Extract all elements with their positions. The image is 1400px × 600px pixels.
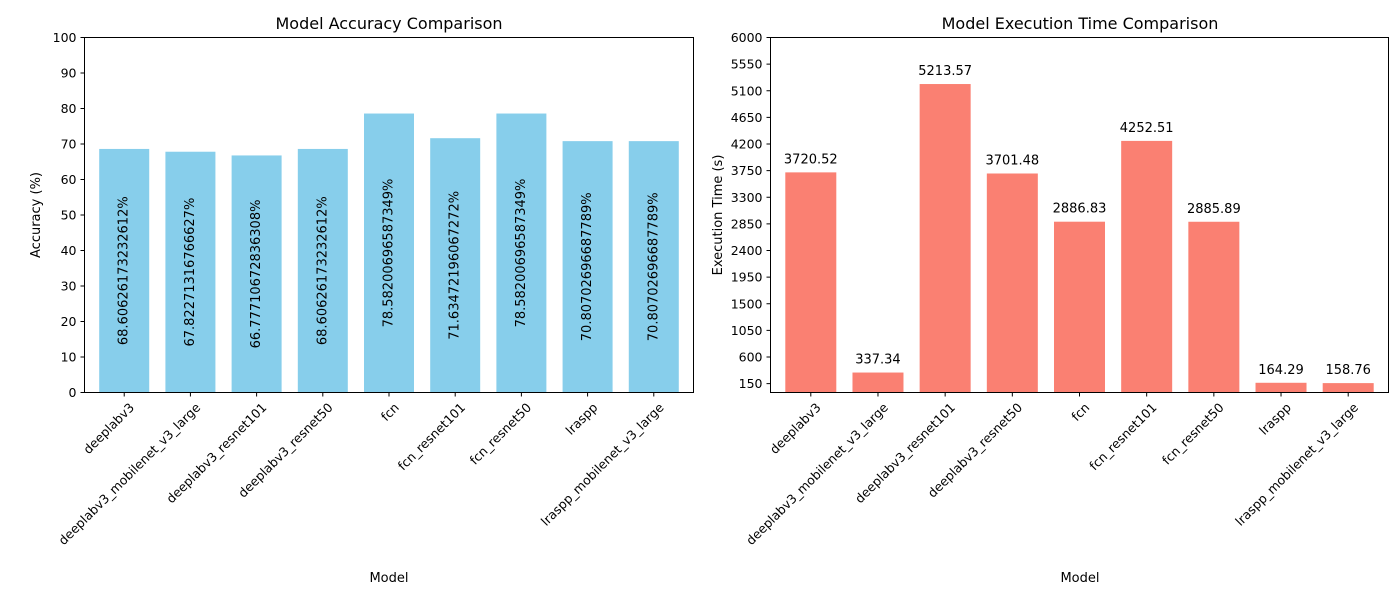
accuracy-bar-deeplabv3_resnet101 bbox=[231, 155, 282, 393]
execution-time-y-tick-label: 4200 bbox=[731, 137, 763, 152]
accuracy-x-axis-label: Model bbox=[369, 571, 408, 586]
execution-time-y-tick-label: 5100 bbox=[731, 83, 763, 98]
execution-time-x-axis-label: Model bbox=[1060, 571, 1099, 586]
execution-time-y-tick-label: 150 bbox=[739, 376, 763, 391]
accuracy-x-tick-label-deeplabv3_mobilenet_v3_large: deeplabv3_mobilenet_v3_large bbox=[55, 400, 203, 548]
accuracy-x-tick-label-fcn_resnet50: fcn_resnet50 bbox=[466, 400, 534, 468]
execution-time-y-tick-label: 3750 bbox=[731, 163, 763, 178]
execution-time-bar-lraspp_mobilenet_v3_large bbox=[1322, 383, 1374, 393]
accuracy-bars bbox=[99, 113, 679, 393]
execution-time-x-tick-label-fcn_resnet50: fcn_resnet50 bbox=[1159, 400, 1227, 468]
execution-time-x-tick-label-lraspp: lraspp bbox=[1256, 400, 1294, 438]
accuracy-y-tick-label: 20 bbox=[61, 314, 77, 329]
accuracy-bar-fcn_resnet101 bbox=[430, 138, 481, 393]
execution-time-y-ticks: 150 600 1050 1500 1950 2400 2850 3300 3750 4200 46… bbox=[731, 30, 771, 391]
execution-time-x-ticks: deeplabv3deeplabv3_mobilenet_v3_largedee… bbox=[743, 392, 1361, 548]
accuracy-bar-deeplabv3_resnet50 bbox=[297, 148, 348, 393]
execution-time-x-tick-label-fcn: fcn bbox=[1068, 400, 1092, 424]
accuracy-value-label-deeplabv3_resnet101: 66.77710672836308% bbox=[249, 200, 264, 349]
accuracy-y-tick-label: 40 bbox=[61, 243, 77, 258]
accuracy-value-labels: 68.60626173232612% 67.82271316766627% 66.7… bbox=[117, 179, 662, 349]
execution-time-value-labels: 3720.52 337.34 5213.57 3701.48 2886.83 4252.5… bbox=[784, 64, 1371, 378]
accuracy-value-label-fcn_resnet50: 78.58200696587349% bbox=[514, 179, 529, 328]
execution-time-value-label-deeplabv3_mobilenet_v3_large: 337.34 bbox=[855, 353, 901, 368]
execution-time-y-tick-label: 2850 bbox=[731, 216, 763, 231]
accuracy-chart-title: Model Accuracy Comparison bbox=[275, 14, 502, 33]
execution-time-x-tick-label-fcn_resnet101: fcn_resnet101 bbox=[1086, 400, 1159, 473]
accuracy-y-tick-label: 10 bbox=[61, 350, 77, 365]
execution-time-value-label-fcn_resnet101: 4252.51 bbox=[1120, 121, 1174, 136]
execution-time-y-tick-label: 6000 bbox=[731, 30, 763, 45]
execution-time-y-tick-label: 600 bbox=[739, 350, 763, 365]
accuracy-bar-fcn_resnet50 bbox=[496, 113, 547, 393]
accuracy-y-tick-label: 0 bbox=[69, 385, 77, 400]
accuracy-y-ticks: 0 10 20 30 40 50 60 70 80 90 100 bbox=[53, 30, 85, 400]
execution-time-value-label-deeplabv3_resnet101: 5213.57 bbox=[918, 64, 972, 79]
execution-time-bar-fcn_resnet101 bbox=[1121, 140, 1173, 393]
accuracy-value-label-deeplabv3: 68.60626173232612% bbox=[117, 196, 132, 345]
accuracy-y-tick-label: 60 bbox=[61, 172, 77, 187]
accuracy-bar-fcn bbox=[364, 113, 414, 393]
execution-time-value-label-deeplabv3_resnet50: 3701.48 bbox=[985, 153, 1039, 168]
execution-time-bar-fcn bbox=[1054, 221, 1105, 393]
accuracy-value-label-fcn: 78.58200696587349% bbox=[382, 179, 397, 328]
execution-time-chart-title: Model Execution Time Comparison bbox=[942, 14, 1219, 33]
execution-time-bar-deeplabv3_resnet50 bbox=[986, 173, 1038, 393]
accuracy-y-tick-label: 50 bbox=[61, 208, 77, 223]
accuracy-bar-deeplabv3_mobilenet_v3_large bbox=[165, 151, 216, 393]
accuracy-y-tick-label: 80 bbox=[61, 101, 77, 116]
accuracy-x-tick-label-lraspp: lraspp bbox=[563, 400, 601, 438]
accuracy-y-tick-label: 70 bbox=[61, 137, 77, 152]
execution-time-bars bbox=[785, 84, 1374, 393]
accuracy-bar-lraspp bbox=[562, 141, 613, 393]
accuracy-value-label-lraspp_mobilenet_v3_large: 70.80702696687789% bbox=[646, 192, 661, 341]
accuracy-y-tick-label: 30 bbox=[61, 279, 77, 294]
execution-time-bar-fcn_resnet50 bbox=[1188, 221, 1240, 393]
execution-time-plot-frame bbox=[770, 37, 1389, 393]
accuracy-value-label-lraspp: 70.80702696687789% bbox=[580, 192, 595, 341]
accuracy-bar-lraspp_mobilenet_v3_large bbox=[628, 141, 679, 393]
execution-time-y-tick-label: 1050 bbox=[731, 323, 763, 338]
accuracy-bar-deeplabv3 bbox=[99, 148, 150, 393]
accuracy-value-label-deeplabv3_mobilenet_v3_large: 67.82271316766627% bbox=[183, 198, 198, 347]
execution-time-value-label-lraspp_mobilenet_v3_large: 158.76 bbox=[1325, 363, 1371, 378]
accuracy-x-tick-label-fcn: fcn bbox=[378, 400, 402, 424]
accuracy-x-ticks: deeplabv3deeplabv3_mobilenet_v3_largedee… bbox=[55, 392, 667, 548]
accuracy-x-tick-label-deeplabv3: deeplabv3 bbox=[80, 400, 137, 457]
execution-time-bar-deeplabv3_resnet101 bbox=[919, 84, 971, 393]
accuracy-plot-frame bbox=[84, 37, 694, 393]
accuracy-chart: Model Accuracy Comparison Model Accuracy… bbox=[29, 14, 694, 586]
execution-time-x-tick-label-deeplabv3_mobilenet_v3_large: deeplabv3_mobilenet_v3_large bbox=[743, 400, 891, 548]
execution-time-x-tick-label-deeplabv3: deeplabv3 bbox=[767, 400, 824, 457]
execution-time-y-axis-label: Execution Time (s) bbox=[711, 155, 726, 276]
execution-time-value-label-lraspp: 164.29 bbox=[1258, 363, 1304, 378]
accuracy-x-tick-label-lraspp_mobilenet_v3_large: lraspp_mobilenet_v3_large bbox=[538, 400, 667, 529]
execution-time-y-tick-label: 1500 bbox=[731, 296, 763, 311]
execution-time-bar-deeplabv3 bbox=[785, 172, 837, 393]
execution-time-value-label-deeplabv3: 3720.52 bbox=[784, 152, 838, 167]
accuracy-value-label-fcn_resnet101: 71.63472196067272% bbox=[448, 191, 463, 340]
accuracy-x-tick-label-fcn_resnet101: fcn_resnet101 bbox=[395, 400, 468, 473]
execution-time-value-label-fcn: 2886.83 bbox=[1053, 202, 1107, 217]
execution-time-bar-deeplabv3_mobilenet_v3_large bbox=[852, 372, 904, 393]
execution-time-y-tick-label: 3300 bbox=[731, 190, 763, 205]
accuracy-y-tick-label: 90 bbox=[61, 66, 77, 81]
execution-time-y-tick-label: 5550 bbox=[731, 57, 763, 72]
accuracy-y-axis-label: Accuracy (%) bbox=[29, 172, 44, 258]
execution-time-y-tick-label: 4650 bbox=[731, 110, 763, 125]
accuracy-y-tick-label: 100 bbox=[53, 30, 77, 45]
accuracy-value-label-deeplabv3_resnet50: 68.60626173232612% bbox=[315, 196, 330, 345]
execution-time-bar-lraspp bbox=[1255, 382, 1307, 393]
execution-time-value-label-fcn_resnet50: 2885.89 bbox=[1187, 202, 1241, 217]
execution-time-y-tick-label: 1950 bbox=[731, 270, 763, 285]
execution-time-x-tick-label-lraspp_mobilenet_v3_large: lraspp_mobilenet_v3_large bbox=[1232, 400, 1361, 529]
execution-time-chart: Model Execution Time Comparison Model Ex… bbox=[711, 14, 1389, 586]
execution-time-y-tick-label: 2400 bbox=[731, 243, 763, 258]
